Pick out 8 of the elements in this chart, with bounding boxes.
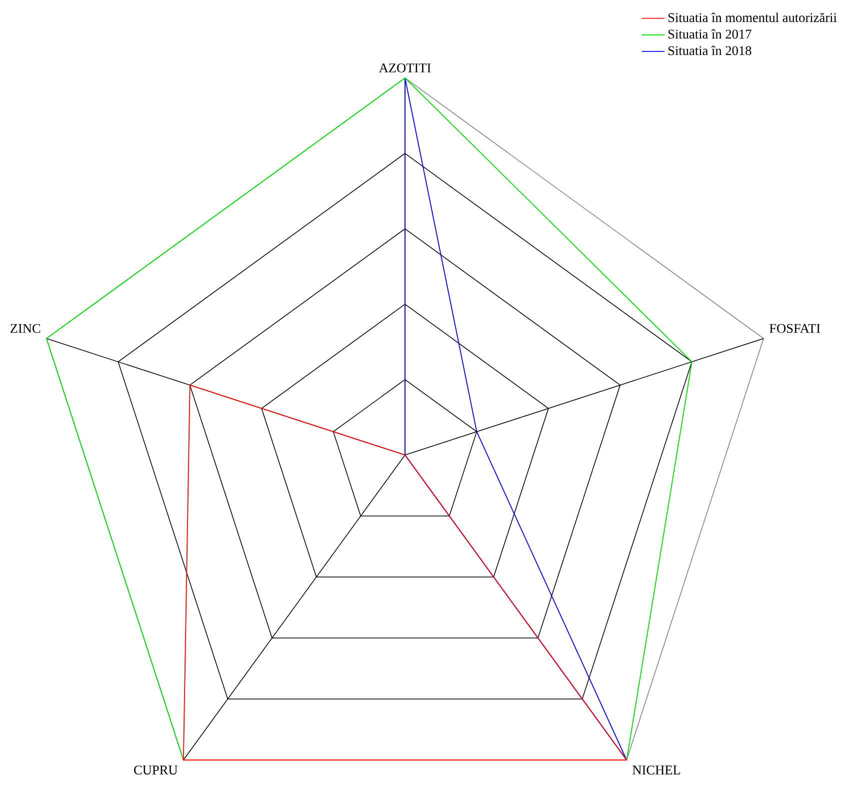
legend-label: Situatia în momentul autorizării <box>668 12 837 22</box>
spoke-label: ZINC <box>10 324 40 333</box>
spoke-label: NICHEL <box>632 766 680 774</box>
legend-label: Situatia în 2018 <box>668 46 752 56</box>
spoke-label: CUPRU <box>134 766 178 774</box>
legend-label: Situatia în 2017 <box>668 29 752 39</box>
spoke-label: FOSFATI <box>770 324 820 333</box>
spoke-label: AZOTITI <box>378 63 431 72</box>
